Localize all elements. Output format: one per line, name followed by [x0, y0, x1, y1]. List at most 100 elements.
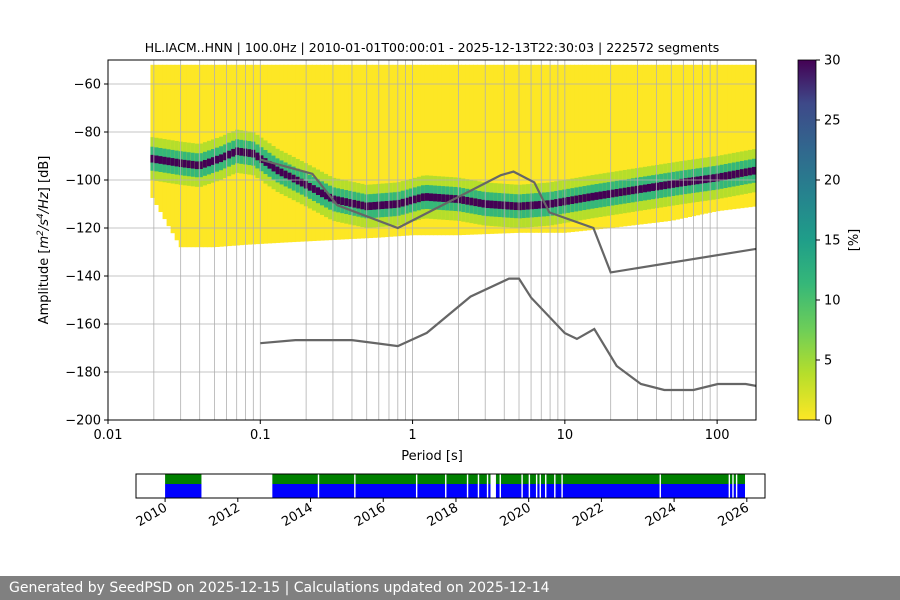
heatmap-mode-cell [655, 182, 660, 191]
heatmap-mode-cell [408, 196, 414, 205]
timeline-gap [521, 474, 523, 498]
timeline-gap [554, 474, 556, 498]
heatmap-envelope-cell [489, 64, 495, 234]
timeline-tick-label: 2010 [134, 500, 170, 530]
timeline-gap [317, 474, 320, 498]
colorbar-tick-label: 5 [824, 354, 832, 369]
heatmap-mode-cell [166, 157, 172, 166]
heatmap-mode-cell [400, 198, 406, 207]
heatmap-envelope-cell [424, 64, 430, 236]
heatmap-envelope-cell [747, 64, 753, 208]
heatmap-envelope-cell [352, 64, 357, 239]
timeline-major-gap [490, 474, 496, 498]
heatmap-mode-cell [360, 201, 366, 210]
heatmap-envelope-cell [311, 64, 317, 241]
y-axis-label: Amplitude [m2/s4/Hz] [dB] [36, 156, 52, 325]
heatmap-mode-cell [473, 198, 479, 207]
new-low-noise-model-line [260, 277, 756, 392]
heatmap-mode-cell [735, 169, 741, 178]
colorbar-tick-label: 20 [824, 174, 841, 189]
heatmap-mode-cell [497, 201, 503, 209]
heatmap-envelope-cell [533, 64, 539, 233]
heatmap-envelope-cell [594, 64, 600, 230]
heatmap-mode-cell [711, 174, 717, 182]
heatmap-mode-cell [731, 170, 737, 179]
colorbar-tick-label: 30 [824, 54, 841, 69]
heatmap-envelope-cell [687, 64, 693, 218]
timeline-frame [135, 473, 766, 499]
timeline-tick-label: 2014 [279, 500, 315, 530]
heatmap-envelope-cell [622, 64, 628, 227]
heatmap-mode-cell [287, 172, 293, 181]
heatmap-mode-cell [449, 194, 454, 203]
heatmap-mode-cell [336, 196, 341, 205]
y-axis-label-part: s [37, 219, 52, 226]
timeline-gap [561, 474, 563, 498]
heatmap-mode-cell [630, 186, 636, 195]
heatmap-envelope-cell [743, 64, 749, 208]
heatmap-envelope-cell [606, 64, 612, 229]
heatmap-mode-cell [356, 200, 361, 209]
plot-area-frame [107, 59, 757, 421]
heatmap-envelope-cell [570, 64, 575, 233]
heatmap-envelope-cell [683, 64, 688, 218]
heatmap-envelope-cell [287, 64, 293, 243]
y-axis-label-part: / [37, 224, 52, 231]
timeline-span-bottom [165, 484, 202, 498]
timeline-gap [545, 474, 547, 498]
heatmap-mode-cell [332, 195, 337, 204]
colorbar-tick-label: 10 [824, 294, 841, 309]
heatmap-envelope-cell [356, 64, 361, 239]
heatmap-mode-cell [493, 200, 499, 209]
footer-text: Generated by SeedPSD on 2025-12-15 | Cal… [9, 580, 550, 596]
heatmap-envelope-cell [291, 64, 297, 243]
heatmap-mode-cell [554, 199, 559, 207]
y-tick-label: −100 [65, 174, 101, 189]
heatmap-mode-cell [638, 185, 644, 193]
heatmap-envelope-cell [550, 64, 555, 233]
heatmap-mode-cell [743, 168, 749, 177]
heatmap-envelope-cell [469, 64, 475, 235]
heatmap-envelope-cell [679, 64, 684, 219]
heatmap-envelope-cell [461, 64, 466, 236]
heatmap-envelope-cell [453, 64, 458, 236]
heatmap-mode-cell [420, 193, 426, 202]
y-tick-label: −60 [74, 78, 101, 93]
heatmap-envelope-cell [441, 64, 446, 236]
heatmap-mode-cell [513, 202, 519, 211]
heatmap-mode-cell [388, 200, 394, 209]
timeline-gap [445, 474, 447, 498]
heatmap-envelope-cell [392, 64, 398, 237]
heatmap-envelope-cell [384, 64, 390, 238]
heatmap-envelope-cell [586, 64, 592, 231]
heatmap-mode-cell [396, 199, 402, 208]
timeline-gap [732, 474, 734, 498]
heatmap-envelope-cell [368, 64, 374, 239]
heatmap-mode-cell [267, 160, 273, 169]
heatmap-mode-cell [598, 191, 604, 200]
timeline-span-top [272, 474, 746, 484]
heatmap-mode-cell [239, 148, 244, 156]
timeline-gap [499, 474, 501, 498]
heatmap-envelope-cell [638, 64, 644, 225]
timeline-ticks: 2010 2012 2014 2016 2018 2020 2022 2024 2026 [134, 498, 752, 530]
y-axis-label-part: ] [dB] [37, 156, 52, 193]
timeline-gap [466, 474, 469, 498]
heatmap-envelope-cell [735, 64, 741, 209]
x-tick-label: 0.1 [250, 428, 271, 443]
heatmap-mode-cell [392, 200, 398, 209]
heatmap-mode-cell [433, 193, 438, 202]
heatmap-envelope-cell [651, 64, 656, 223]
heatmap-mode-cell [445, 194, 450, 203]
heatmap-envelope-cell [711, 64, 717, 212]
heatmap-envelope-cell [388, 64, 394, 237]
heatmap-mode-cell [663, 181, 668, 190]
heatmap-envelope-cell [372, 64, 378, 238]
heatmap-envelope-cell [671, 64, 676, 221]
noise-model-curves [260, 158, 756, 392]
heatmap-mode-cell [182, 159, 188, 168]
heatmap-mode-cell [429, 193, 434, 202]
heatmap-envelope-cell [598, 64, 604, 230]
heatmap-mode-cell [647, 183, 652, 192]
x-axis-label: Period [s] [401, 449, 463, 464]
